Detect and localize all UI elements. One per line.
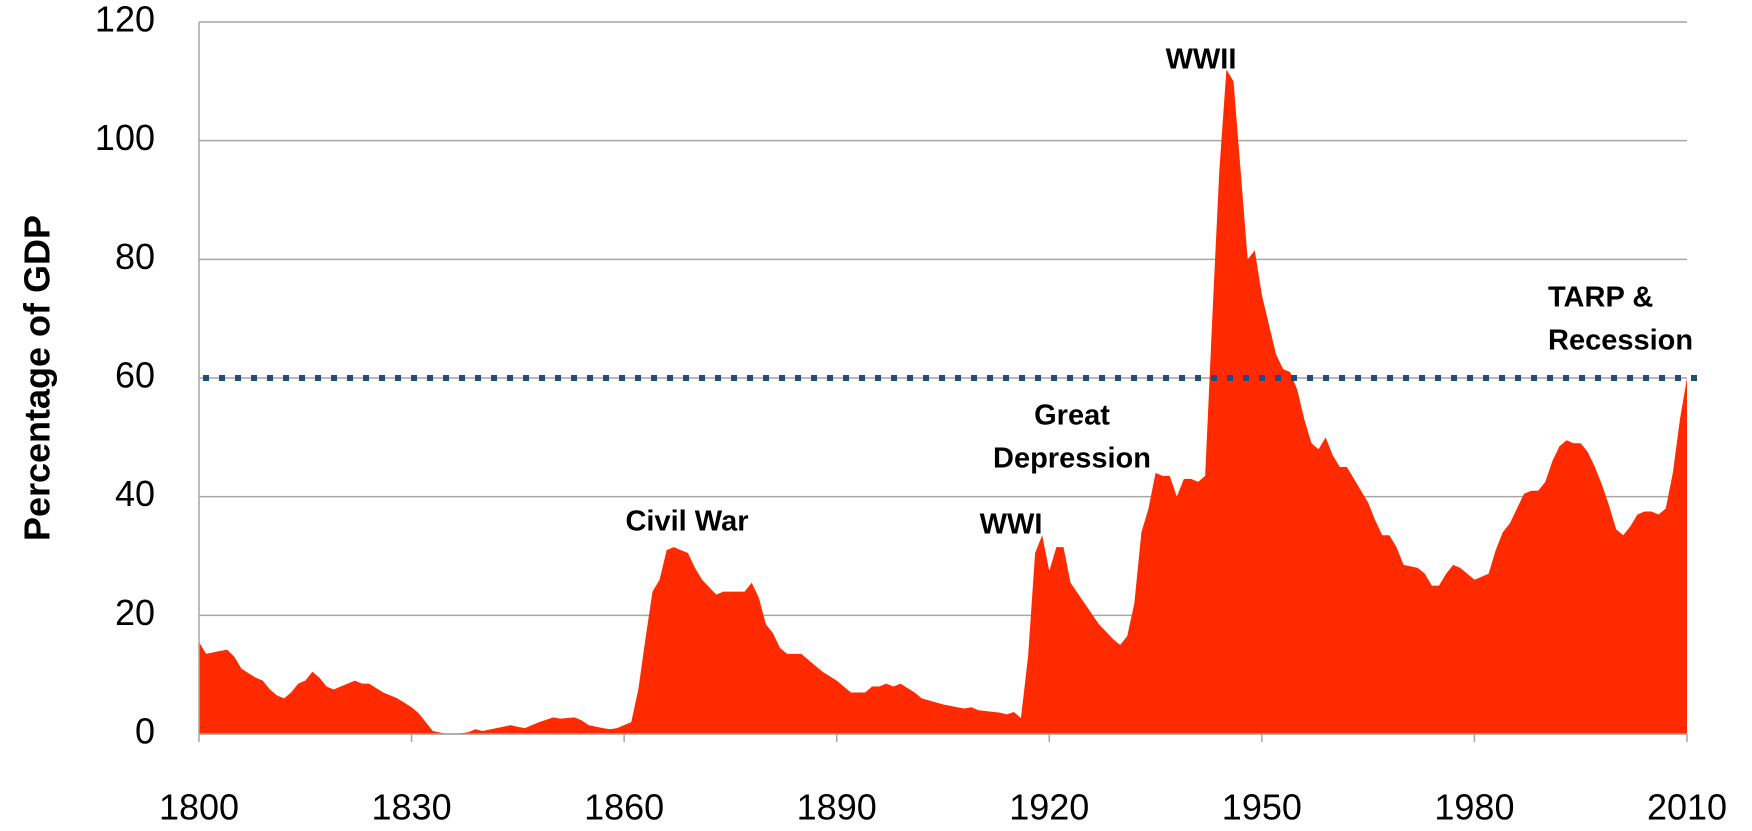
area xyxy=(199,69,1687,734)
x-tick-label: 1950 xyxy=(1222,787,1302,828)
annotation: WWII xyxy=(1166,44,1237,76)
y-axis-title: Percentage of GDP xyxy=(17,215,58,541)
x-tick-label: 1980 xyxy=(1434,787,1514,828)
annotation: Recession xyxy=(1548,325,1693,357)
annotation: Great xyxy=(1034,400,1110,432)
x-tick-label: 2010 xyxy=(1647,787,1727,828)
x-tick-label: 1860 xyxy=(584,787,664,828)
annotation: WWI xyxy=(980,509,1043,541)
y-tick-label: 80 xyxy=(115,236,155,277)
x-tick-label: 1890 xyxy=(797,787,877,828)
annotation: Depression xyxy=(993,443,1151,475)
y-tick-label: 40 xyxy=(115,473,155,514)
x-tick-label: 1830 xyxy=(372,787,452,828)
y-tick-label: 20 xyxy=(115,592,155,633)
y-tick-label: 0 xyxy=(135,711,155,752)
annotation: Civil War xyxy=(625,506,748,538)
x-tick-label: 1800 xyxy=(159,787,239,828)
x-tick-label: 1920 xyxy=(1009,787,1089,828)
y-tick-label: 100 xyxy=(95,117,155,158)
y-tick-label: 60 xyxy=(115,355,155,396)
annotation: TARP & xyxy=(1548,282,1653,314)
y-tick-label: 120 xyxy=(95,0,155,40)
